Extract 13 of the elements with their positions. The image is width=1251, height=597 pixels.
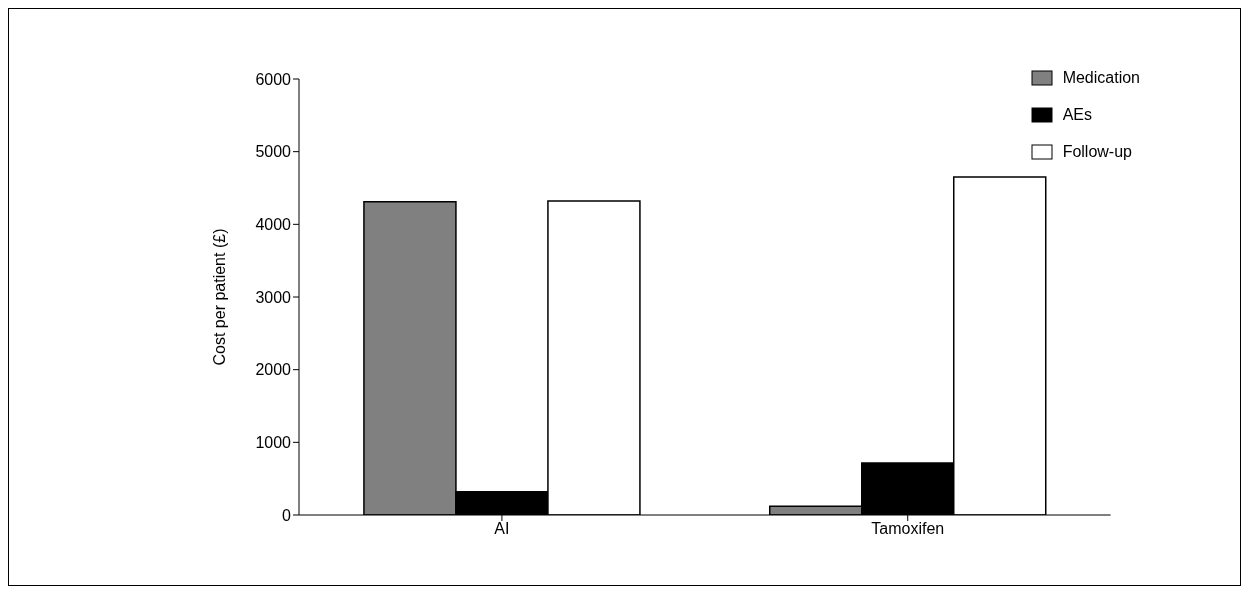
y-tick-label: 2000 <box>255 361 292 379</box>
x-tick-label: AI <box>494 520 510 538</box>
y-tick-label: 0 <box>282 506 292 524</box>
legend-label: Follow-up <box>1062 141 1132 162</box>
y-tick-label: 3000 <box>255 288 292 306</box>
y-tick-label: 6000 <box>255 70 292 88</box>
y-tick-label: 4000 <box>255 216 292 234</box>
legend-label: Medication <box>1062 67 1140 88</box>
legend-label: AEs <box>1062 104 1092 125</box>
y-tick-label: 1000 <box>255 434 292 452</box>
y-tick-label: 5000 <box>255 143 292 161</box>
x-tick-label: Tamoxifen <box>871 520 945 538</box>
y-axis-title: Cost per patient (£) <box>210 228 228 366</box>
